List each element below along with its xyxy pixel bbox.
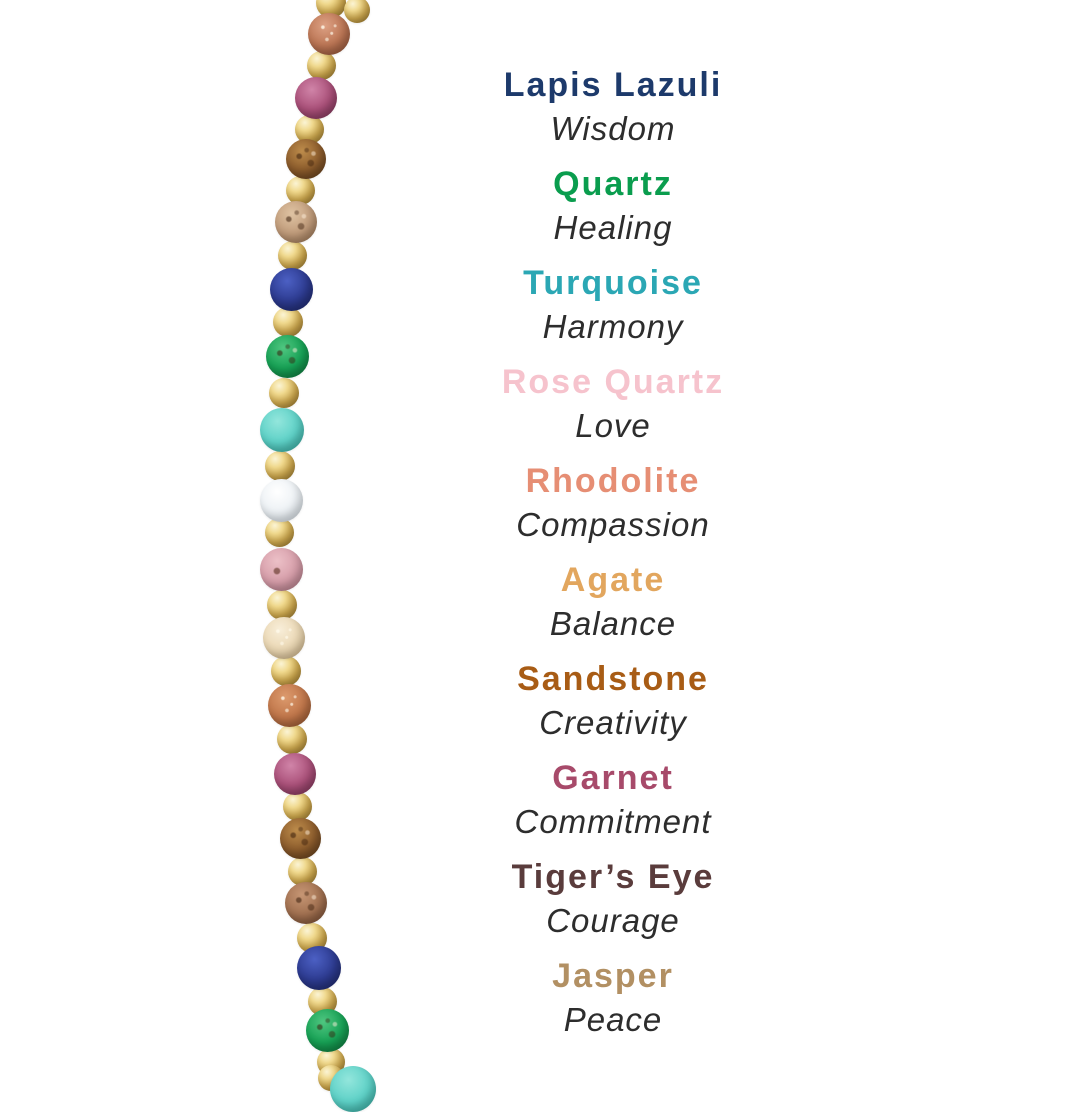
garnet-gem-bead: [295, 77, 337, 119]
stone-meaning: Peace: [563, 1001, 663, 1038]
stone-meaning: Harmony: [542, 308, 684, 345]
green-gem-bead: [305, 1008, 349, 1052]
garnet-gem-bead: [274, 753, 316, 795]
goldstone-gem-bead: [308, 13, 350, 55]
white-gem-bead: [259, 478, 303, 522]
gold-spacer-bead: [294, 114, 324, 144]
stone-meaning: Compassion: [516, 506, 710, 543]
stone-entry: Tiger’s Eye Courage: [430, 855, 796, 943]
gold-spacer-bead: [316, 0, 346, 18]
gold-spacer-bead: [318, 1065, 344, 1091]
sandstone-gem-bead: [267, 683, 311, 727]
champagne-gem-bead: [263, 617, 305, 659]
gold-spacer-bead: [297, 923, 327, 953]
stone-meaning-legend: Lapis Lazuli Wisdom Quartz Healing Turquoise…: [430, 63, 796, 1053]
gold-spacer-bead: [277, 240, 307, 270]
gold-spacer-bead: [282, 791, 312, 821]
tigereye-gem-bead: [286, 139, 326, 179]
gold-spacer-bead: [267, 590, 297, 620]
stone-meaning: Healing: [553, 209, 673, 246]
gold-spacer-bead: [344, 0, 370, 23]
tigereye-gem-bead: [279, 817, 321, 859]
stone-meaning: Commitment: [514, 803, 712, 840]
stone-meaning: Balance: [549, 605, 677, 642]
stone-name: Rhodolite: [525, 462, 701, 500]
stone-meaning: Courage: [546, 902, 680, 939]
gold-spacer-bead: [287, 856, 317, 886]
stone-entry: Lapis Lazuli Wisdom: [430, 63, 796, 151]
stone-name: Tiger’s Eye: [511, 858, 715, 896]
gold-spacer-bead: [264, 517, 294, 547]
stone-meaning: Love: [575, 407, 651, 444]
gold-spacer-bead: [273, 307, 303, 337]
green-gem-bead: [265, 334, 309, 378]
stone-entry: Sandstone Creativity: [430, 657, 796, 745]
gold-spacer-bead: [306, 50, 336, 80]
lapis-gem-bead: [297, 946, 341, 990]
picturejasper-gem-bead: [285, 882, 327, 924]
stone-meaning: Wisdom: [550, 110, 676, 147]
turquoise-gem-bead: [260, 408, 304, 452]
stone-name: Garnet: [552, 759, 674, 797]
gold-spacer-bead: [285, 175, 315, 205]
gold-spacer-bead: [269, 378, 299, 408]
gold-spacer-bead: [271, 656, 301, 686]
gold-spacer-bead: [277, 724, 307, 754]
stone-name: Sandstone: [517, 660, 709, 698]
gold-spacer-bead: [265, 451, 295, 481]
stone-name: Turquoise: [523, 264, 703, 302]
stone-meaning: Creativity: [539, 704, 687, 741]
stone-entry: Garnet Commitment: [430, 756, 796, 844]
stone-name: Lapis Lazuli: [503, 66, 723, 104]
gold-spacer-bead: [307, 986, 337, 1016]
rhodonite-gem-bead: [259, 547, 303, 591]
stone-name: Quartz: [553, 165, 673, 203]
stone-entry: Rhodolite Compassion: [430, 459, 796, 547]
stone-name: Jasper: [552, 957, 674, 995]
stone-name: Rose Quartz: [501, 363, 725, 401]
stone-entry: Jasper Peace: [430, 954, 796, 1042]
lapis-gem-bead: [269, 267, 313, 311]
turquoise-gem-bead: [330, 1066, 376, 1112]
stone-entry: Agate Balance: [430, 558, 796, 646]
stone-name: Agate: [560, 561, 666, 599]
jasper-gem-bead: [275, 201, 317, 243]
infographic-canvas: Lapis Lazuli Wisdom Quartz Healing Turquoise…: [259, 0, 796, 1112]
gold-spacer-bead: [317, 1048, 345, 1076]
stone-entry: Rose Quartz Love: [430, 360, 796, 448]
stone-entry: Turquoise Harmony: [430, 261, 796, 349]
stone-entry: Quartz Healing: [430, 162, 796, 250]
